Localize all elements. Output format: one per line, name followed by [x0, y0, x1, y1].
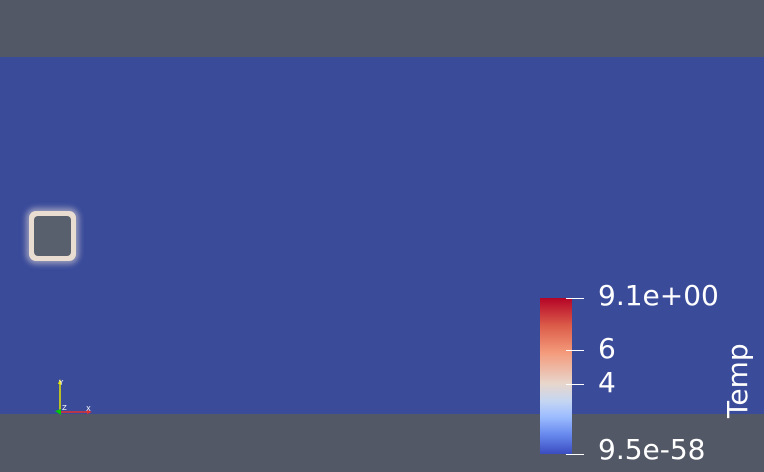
- y-axis-label: Y: [58, 379, 64, 387]
- colorbar-label-6: 6: [598, 332, 616, 365]
- temperature-field: [0, 57, 764, 414]
- colorbar-tick-6: [566, 350, 584, 351]
- obstacle-block: [34, 216, 71, 256]
- colorbar-label-4: 4: [598, 366, 616, 399]
- orientation-axes: Y Z X: [55, 379, 92, 415]
- x-axis-label: X: [86, 405, 91, 413]
- colorbar-title: Temp: [721, 343, 754, 418]
- z-axis-arrowhead: [55, 409, 61, 415]
- colorbar-label-max: 9.1e+00: [598, 279, 719, 312]
- colorbar-tick-4: [566, 384, 584, 385]
- colorbar-gradient: [540, 298, 572, 454]
- z-axis-label: Z: [62, 404, 67, 412]
- colorbar-tick-max: [566, 298, 584, 299]
- y-axis-arrowhead: [58, 379, 62, 384]
- colorbar-label-min: 9.5e-58: [598, 433, 706, 466]
- x-axis-arrowhead: [87, 410, 92, 414]
- colorbar-tick-min: [566, 454, 584, 455]
